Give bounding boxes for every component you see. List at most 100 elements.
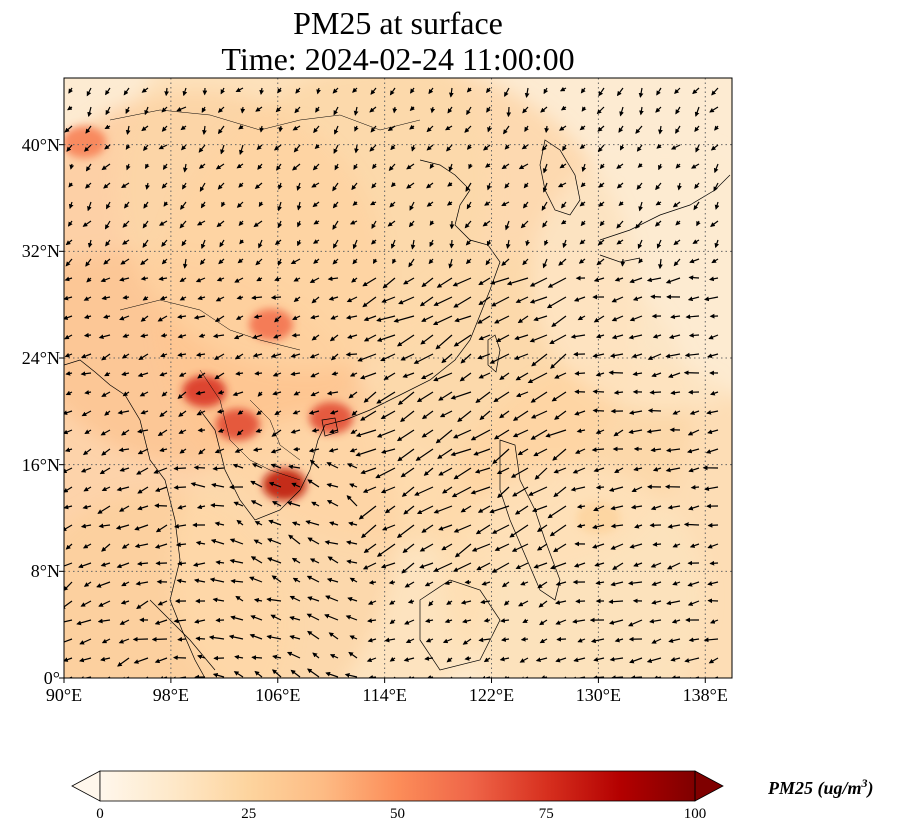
wind-arrow bbox=[161, 125, 168, 132]
wind-arrow bbox=[695, 144, 700, 153]
wind-arrow bbox=[485, 162, 491, 168]
wind-arrow bbox=[358, 505, 377, 520]
wind-arrow bbox=[267, 557, 282, 564]
wind-arrow bbox=[259, 87, 264, 95]
coastline-korea bbox=[539, 139, 581, 216]
wind-arrow bbox=[142, 239, 149, 248]
wind-arrow bbox=[194, 619, 206, 624]
wind-arrow bbox=[483, 657, 491, 663]
wind-arrow bbox=[257, 391, 263, 397]
wind-arrow bbox=[475, 391, 491, 403]
wind-arrow bbox=[363, 334, 377, 342]
wind-arrow bbox=[235, 371, 244, 376]
wind-arrow bbox=[271, 501, 282, 507]
wind-arrow bbox=[136, 600, 149, 609]
wind-arrow bbox=[119, 315, 130, 321]
wind-arrow bbox=[486, 182, 492, 191]
wind-arrow bbox=[121, 182, 130, 188]
wind-arrow bbox=[161, 391, 168, 397]
wind-arrow bbox=[388, 163, 396, 171]
wind-arrow bbox=[408, 258, 415, 268]
wind-arrow bbox=[79, 638, 92, 645]
wind-arrow bbox=[140, 276, 149, 281]
wind-arrow bbox=[674, 87, 681, 95]
wind-arrow bbox=[178, 410, 187, 417]
wind-arrow bbox=[159, 371, 168, 377]
wind-arrow bbox=[480, 599, 491, 605]
wind-arrow bbox=[64, 486, 73, 493]
wind-arrow bbox=[711, 87, 719, 96]
wind-arrow bbox=[270, 614, 282, 621]
wind-arrow bbox=[348, 391, 358, 399]
wind-arrow bbox=[81, 410, 92, 417]
map-panel bbox=[64, 78, 732, 678]
wind-arrow bbox=[104, 220, 111, 230]
wind-arrow bbox=[138, 353, 149, 361]
wind-arrow bbox=[332, 182, 339, 192]
wind-arrow bbox=[153, 467, 168, 474]
coastline-sumatra bbox=[149, 599, 216, 671]
wind-arrow bbox=[596, 106, 605, 115]
wind-arrow bbox=[416, 505, 434, 515]
lat-tick-label: 0° bbox=[43, 668, 60, 688]
wind-arrow bbox=[236, 163, 244, 169]
wind-arrow bbox=[619, 106, 624, 117]
wind-arrow bbox=[629, 543, 643, 549]
wind-arrow bbox=[670, 657, 681, 662]
wind-arrow bbox=[529, 277, 548, 287]
wind-arrow bbox=[195, 390, 206, 396]
wind-arrow bbox=[198, 448, 206, 455]
wind-arrow bbox=[268, 481, 282, 488]
wind-arrow bbox=[290, 429, 301, 434]
wind-arrow bbox=[326, 577, 339, 583]
wind-arrow bbox=[611, 296, 624, 303]
wind-arrow bbox=[608, 486, 624, 492]
wind-arrow bbox=[195, 277, 206, 283]
wind-arrow bbox=[140, 333, 149, 338]
wind-arrow bbox=[105, 201, 111, 210]
wind-arrow bbox=[352, 200, 358, 206]
wind-arrow bbox=[332, 201, 339, 209]
wind-arrow bbox=[312, 239, 320, 244]
wind-arrow bbox=[68, 201, 74, 210]
wind-arrow bbox=[387, 220, 396, 227]
wind-arrow bbox=[389, 600, 396, 605]
wind-arrow bbox=[465, 182, 472, 192]
wind-arrow bbox=[400, 467, 415, 478]
lat-tick-label: 32°N bbox=[21, 241, 60, 262]
wind-arrow bbox=[64, 334, 73, 340]
wind-arrow bbox=[424, 656, 434, 661]
pm25-hotspot bbox=[576, 502, 621, 534]
wind-arrow bbox=[616, 163, 624, 169]
wind-arrow bbox=[346, 540, 358, 545]
wind-arrow bbox=[552, 543, 567, 553]
wind-arrow bbox=[200, 239, 206, 250]
wind-arrow bbox=[309, 277, 320, 283]
wind-arrow bbox=[235, 595, 244, 602]
wind-arrow bbox=[577, 638, 586, 643]
wind-arrow bbox=[120, 258, 130, 265]
wind-arrow bbox=[650, 505, 662, 511]
wind-arrow bbox=[707, 543, 719, 549]
wind-arrow bbox=[432, 315, 453, 326]
wind-arrow bbox=[493, 391, 510, 403]
wind-arrow bbox=[117, 409, 130, 415]
wind-arrow bbox=[182, 163, 188, 173]
wind-arrow bbox=[173, 466, 187, 471]
wind-arrow bbox=[710, 619, 719, 624]
wind-arrow bbox=[489, 353, 510, 364]
wind-arrow bbox=[190, 482, 206, 488]
wind-arrow bbox=[593, 277, 605, 282]
wind-arrow bbox=[80, 353, 92, 359]
wind-arrow bbox=[370, 239, 377, 245]
wind-arrow bbox=[714, 201, 720, 210]
wind-arrow bbox=[154, 503, 168, 509]
wind-arrow bbox=[64, 125, 73, 133]
wind-arrow bbox=[104, 410, 111, 416]
wind-arrow bbox=[593, 657, 605, 662]
lon-tick-label: 90°E bbox=[45, 685, 83, 705]
wind-arrow bbox=[293, 144, 301, 153]
wind-arrow bbox=[706, 410, 719, 415]
wind-arrow bbox=[632, 371, 643, 377]
wind-arrow bbox=[309, 353, 320, 359]
